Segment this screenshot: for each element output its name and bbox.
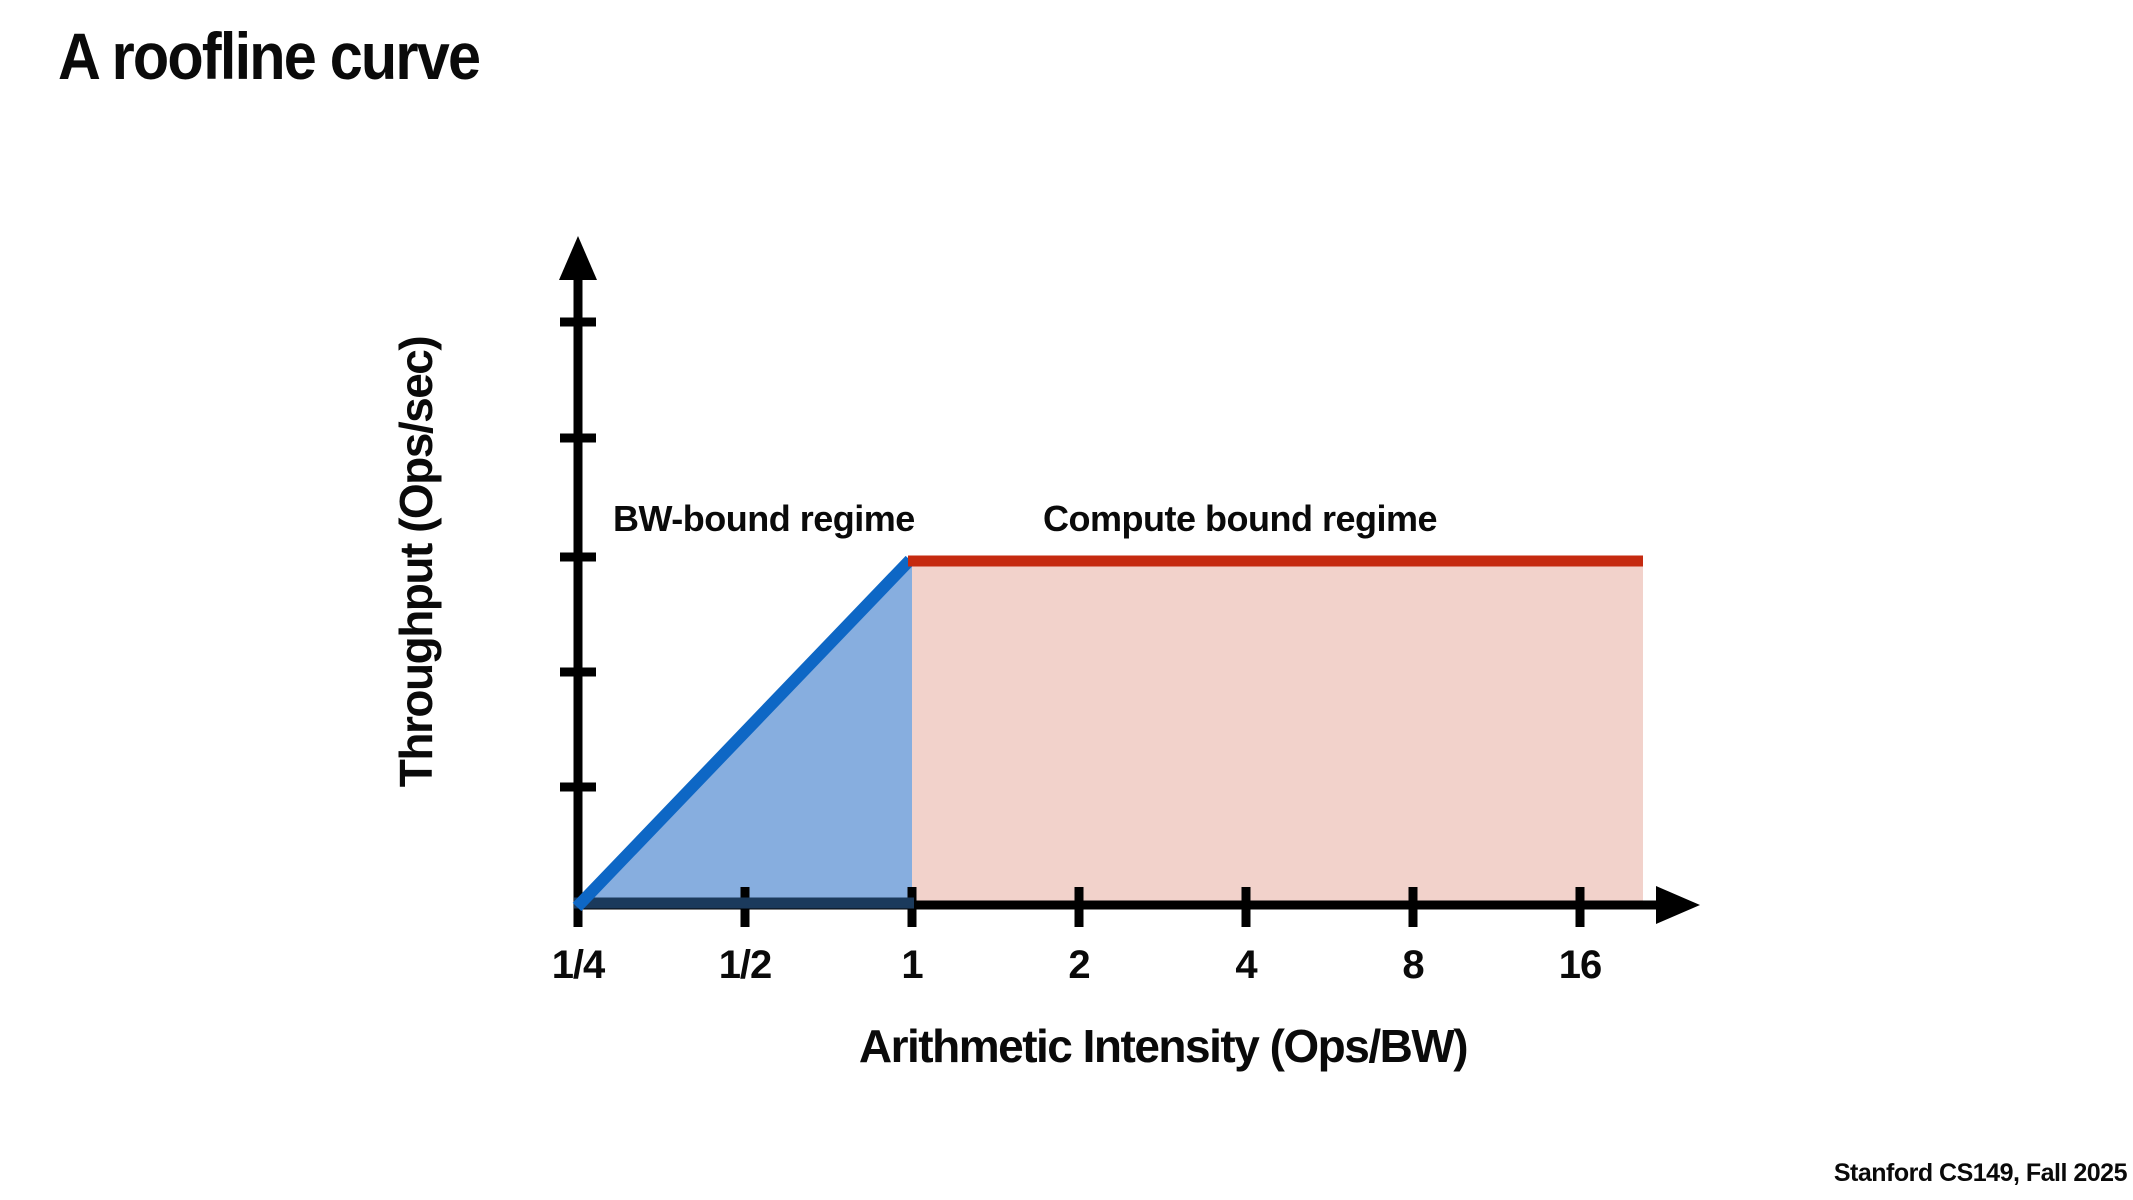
x-tick-label: 4 (1235, 943, 1258, 987)
x-tick-label: 1/2 (719, 943, 772, 987)
x-tick-label: 1 (901, 943, 923, 987)
slide-title: A roofline curve (58, 19, 481, 93)
x-tick-label: 2 (1068, 943, 1089, 987)
bw-bound-roofline-segment (572, 555, 915, 912)
y-axis-arrow (559, 236, 597, 280)
compute-bound-region-fill (912, 561, 1643, 905)
bw-bound-label: BW-bound regime (613, 498, 915, 539)
compute-bound-label: Compute bound regime (1043, 498, 1437, 539)
x-axis-title: Arithmetic Intensity (Ops/BW) (859, 1020, 1467, 1072)
x-tick-label: 16 (1559, 943, 1602, 987)
y-axis-title: Throughput (Ops/sec) (390, 337, 442, 788)
x-axis-arrow (1656, 886, 1700, 924)
x-tick-label: 8 (1402, 943, 1424, 987)
x-tick-label: 1/4 (552, 943, 606, 987)
slide-footer: Stanford CS149, Fall 2025 (1833, 1159, 2128, 1187)
